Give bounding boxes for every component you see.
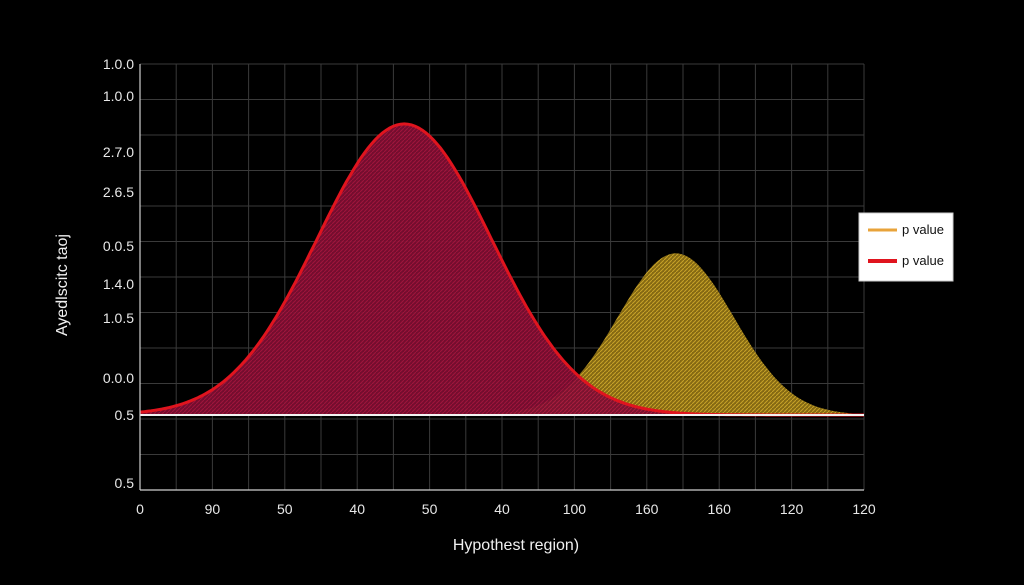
y-ticks: 1.0.0 1.0.0 2.7.0 2.6.5 0.0.5 1.4.0 1.0.5 0.0.0…	[103, 56, 134, 491]
legend-label-1: p value	[902, 222, 944, 237]
y-tick-label: 0.0.0	[103, 370, 134, 386]
y-tick-label: 0.0.5	[103, 238, 134, 254]
x-tick-label: 120	[852, 501, 876, 517]
x-tick-label: 50	[422, 501, 438, 517]
y-tick-label: 1.0.5	[103, 310, 134, 326]
x-tick-label: 100	[563, 501, 587, 517]
y-tick-label: 2.6.5	[103, 184, 134, 200]
x-tick-label: 90	[205, 501, 221, 517]
y-tick-label: 1.0.0	[103, 56, 134, 72]
y-axis-label: Ayedlscitc taoj	[54, 234, 71, 336]
x-tick-label: 120	[780, 501, 804, 517]
y-tick-label: 0.5	[115, 475, 135, 491]
x-ticks: 0 90 50 40 50 40 100 160 160 120 120	[136, 501, 876, 517]
legend-box	[858, 212, 954, 282]
x-axis-label: Hypothest region)	[453, 537, 579, 554]
x-tick-label: 160	[708, 501, 732, 517]
legend: p value p value	[858, 212, 954, 282]
series-red-area	[140, 123, 864, 416]
x-tick-label: 40	[349, 501, 365, 517]
x-tick-label: 50	[277, 501, 293, 517]
y-tick-label: 0.5	[115, 407, 135, 423]
y-tick-label: 1.0.0	[103, 88, 134, 104]
legend-label-2: p value	[902, 253, 944, 268]
series-gold-area	[140, 253, 864, 415]
x-tick-label: 0	[136, 501, 144, 517]
y-tick-label: 2.7.0	[103, 144, 134, 160]
y-tick-label: 1.4.0	[103, 276, 134, 292]
x-tick-label: 40	[494, 501, 510, 517]
x-tick-label: 160	[635, 501, 659, 517]
